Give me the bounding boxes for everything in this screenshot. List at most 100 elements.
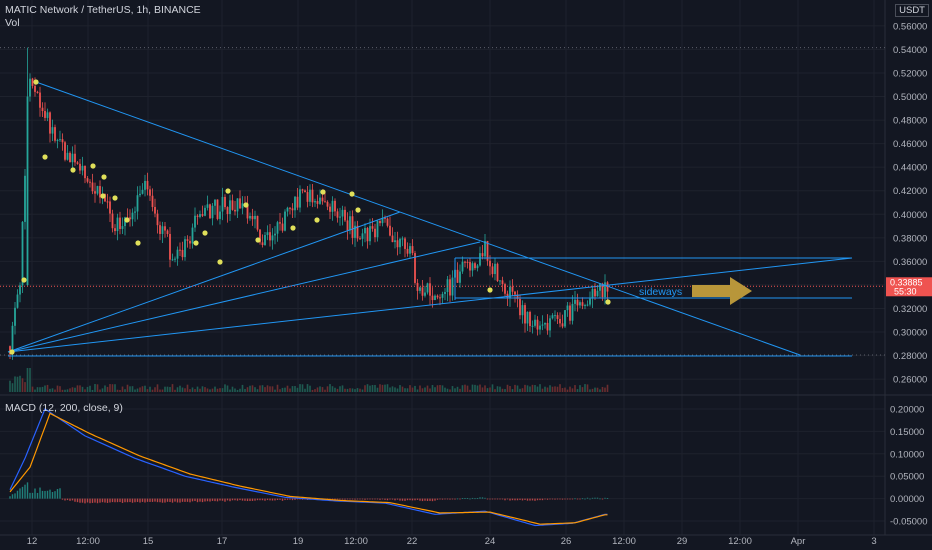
macd-histogram-bar xyxy=(31,492,34,499)
macd-histogram-bar xyxy=(219,498,221,501)
pivot-marker xyxy=(112,195,118,201)
volume-bar xyxy=(179,385,181,392)
candle-body xyxy=(249,215,251,219)
time-axis-tick: 29 xyxy=(677,536,688,547)
volume-label[interactable]: Vol xyxy=(5,17,20,29)
candle-body xyxy=(396,240,399,248)
candle-body xyxy=(231,200,234,210)
volume-bar xyxy=(126,384,129,392)
macd-histogram-bar xyxy=(409,498,411,501)
macd-histogram-bar xyxy=(441,498,444,500)
volume-bar xyxy=(149,386,151,392)
volume-bar xyxy=(174,389,176,392)
macd-histogram-bar xyxy=(586,497,589,499)
macd-histogram-bar xyxy=(274,498,276,501)
macd-histogram-bar xyxy=(486,498,489,500)
macd-histogram-bar xyxy=(111,498,114,503)
time-axis-tick: 19 xyxy=(293,536,304,547)
candle-body xyxy=(556,315,559,319)
macd-histogram-bar xyxy=(436,498,439,500)
time-axis-tick: 12 xyxy=(27,536,38,547)
volume-bar xyxy=(264,387,266,392)
candle-body xyxy=(589,298,591,305)
macd-histogram-bar xyxy=(411,498,414,501)
macd-histogram-bar xyxy=(504,498,506,501)
macd-histogram-bar xyxy=(369,498,371,500)
volume-bar xyxy=(331,386,334,392)
volume-bar xyxy=(311,389,314,392)
macd-histogram-bar xyxy=(459,498,461,500)
time-axis-tick: 12:00 xyxy=(728,536,752,547)
macd-histogram-bar xyxy=(546,498,549,500)
candle-body xyxy=(79,163,81,171)
macd-histogram-bar xyxy=(291,498,294,501)
pivot-marker xyxy=(349,191,355,197)
volume-bar xyxy=(61,389,64,392)
volume-bar xyxy=(216,388,219,392)
volume-bar xyxy=(556,386,559,392)
candle-body xyxy=(439,297,441,299)
volume-bar xyxy=(109,384,111,392)
macd-histogram-bar xyxy=(429,498,431,501)
pivot-marker xyxy=(314,217,320,223)
macd-histogram-bar xyxy=(89,498,91,504)
volume-bar xyxy=(441,385,444,392)
candle-body xyxy=(489,260,491,267)
candle-body xyxy=(286,207,289,212)
candle-body xyxy=(171,259,174,261)
macd-histogram-bar xyxy=(64,498,66,501)
volume-bar xyxy=(561,388,564,392)
macd-histogram-bar xyxy=(194,498,196,502)
macd-histogram-bar xyxy=(551,498,554,500)
macd-histogram-bar xyxy=(566,498,569,500)
volume-bar xyxy=(51,388,54,392)
macd-histogram-bar xyxy=(101,498,104,503)
macd-histogram-bar xyxy=(59,488,61,499)
macd-histogram-bar xyxy=(349,498,351,500)
volume-bar xyxy=(279,389,281,392)
volume-bar xyxy=(71,387,74,392)
candle-body xyxy=(279,222,281,224)
macd-histogram-bar xyxy=(404,498,406,501)
volume-bar xyxy=(244,388,246,392)
volume-bar xyxy=(86,386,89,392)
macd-histogram-bar xyxy=(511,498,514,501)
macd-histogram-bar xyxy=(174,498,176,502)
pivot-marker xyxy=(243,202,249,208)
candle-body xyxy=(599,283,601,291)
time-axis-tick: 12:00 xyxy=(344,536,368,547)
macd-histogram-bar xyxy=(334,498,336,500)
macd-legend[interactable]: MACD (12, 200, close, 9) xyxy=(5,402,123,414)
volume-bar xyxy=(569,386,571,392)
candle-body xyxy=(224,196,226,208)
volume-bar xyxy=(579,385,581,392)
pivot-marker xyxy=(21,277,27,283)
volume-bar xyxy=(21,378,24,392)
macd-histogram-bar xyxy=(399,498,401,501)
volume-bar xyxy=(469,389,471,392)
volume-bar xyxy=(169,387,171,392)
volume-bar xyxy=(254,387,256,392)
volume-bar xyxy=(219,388,221,392)
macd-histogram-bar xyxy=(466,498,469,499)
macd-histogram-bar xyxy=(294,498,296,500)
candle-body xyxy=(561,323,564,327)
candle-body xyxy=(394,240,396,243)
symbol-header[interactable]: MATIC Network / TetherUS, 1h, BINANCE xyxy=(5,4,201,16)
pivot-marker xyxy=(33,79,39,85)
macd-histogram-bar xyxy=(476,497,479,499)
volume-bar xyxy=(9,380,11,392)
macd-histogram-bar xyxy=(179,498,181,503)
volume-bar xyxy=(99,389,101,392)
macd-histogram-bar xyxy=(244,498,246,501)
pivot-marker xyxy=(124,217,130,223)
macd-histogram-bar xyxy=(211,498,214,501)
volume-bar xyxy=(436,385,439,392)
macd-axis-tick: 0.15000 xyxy=(890,427,924,438)
candle-body xyxy=(336,211,339,218)
macd-histogram-bar xyxy=(596,497,599,499)
macd-histogram-bar xyxy=(446,498,449,500)
candle-body xyxy=(419,287,421,291)
